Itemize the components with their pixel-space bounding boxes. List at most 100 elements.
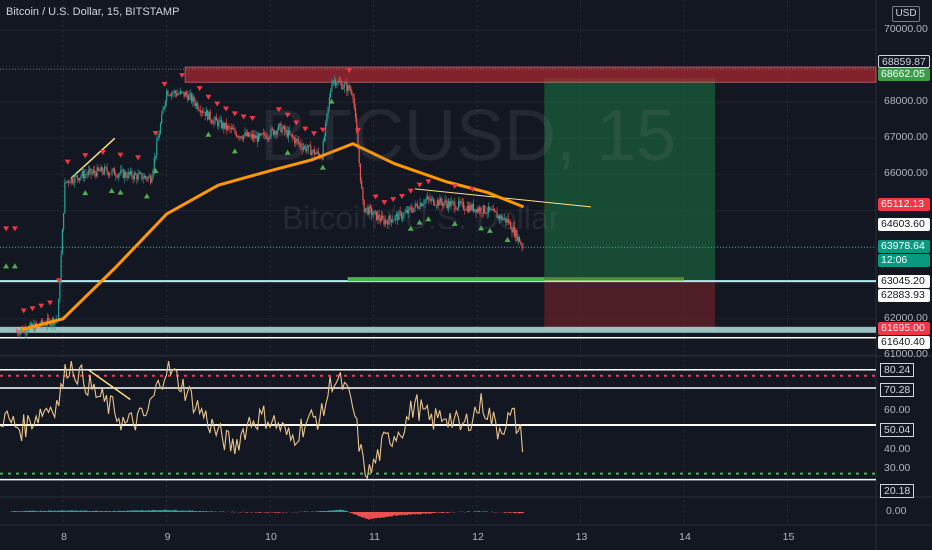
candle-body [142,178,144,180]
candle-body [111,169,113,174]
candle-body [479,207,481,212]
candle-body [79,177,81,181]
price-tag: 65112.13 [878,198,930,211]
candle-body [58,299,60,320]
candle-body [425,199,427,200]
sell-signal-marker [390,197,397,203]
candle-body [522,246,524,248]
candle-body [358,149,360,164]
candle-body [364,208,367,212]
candle-body [429,198,431,201]
candle-body [20,328,22,332]
candle-body [220,119,222,128]
candle-body [388,215,390,225]
candle-body [101,167,103,173]
candle-body [254,134,256,139]
candle-body [149,176,152,183]
candle-body [189,93,191,95]
time-axis-label: 14 [679,531,691,543]
candle-body [184,92,186,97]
candle-body [100,167,102,172]
buy-signal-marker [205,131,212,137]
candle-body [152,170,154,179]
rsi-trendline [88,369,131,401]
candle-body [185,92,188,95]
candle-body [316,151,318,154]
sell-signal-marker [398,194,405,200]
candle-body [195,103,198,106]
price-axis-tick: 67000.00 [884,131,928,144]
candle-body [379,219,381,222]
candle-body [405,210,408,213]
candle-body [203,112,205,113]
candle-body [339,81,342,83]
candle-body [413,207,415,212]
candle-body [262,133,265,135]
sell-signal-marker [293,120,300,126]
candle-body [305,146,307,152]
candle-body [198,109,200,111]
buy-signal-marker [82,190,89,196]
candle-body [502,218,504,221]
candle-body [48,318,50,320]
candle-body [161,113,163,124]
candle-body [366,207,368,209]
candle-body [346,83,348,92]
candle-body [162,109,164,114]
candle-body [239,136,241,138]
sell-signal-marker [381,200,388,206]
rsi-axis-label: 20.18 [880,484,915,498]
sell-signal-marker [99,150,106,156]
candle-body [183,91,185,97]
candle-body [359,163,362,181]
candle-body [353,98,355,108]
candle-body [176,93,178,96]
candle-body [223,122,225,129]
candle-body [199,110,201,113]
candle-body [70,178,72,184]
candle-body [177,93,179,96]
candle-body [71,178,73,183]
candle-body [423,203,425,205]
price-axis-tick: 66000.00 [884,167,928,180]
candle-body [440,198,442,203]
signal-markers [3,68,511,314]
candle-body [102,172,104,174]
buy-signal-marker [416,219,423,225]
candle-body [115,175,117,177]
candle-body [271,128,273,130]
macd-axis-label: 0.00 [886,505,907,517]
buy-signal-marker [451,220,458,226]
candle-body [214,117,216,121]
candle-body [164,101,167,107]
candle-body [412,210,414,212]
candle-body [275,131,277,135]
candle-body [246,132,249,136]
sell-signal-marker [152,131,159,137]
candle-body [486,212,488,214]
time-axis-label: 12 [472,531,484,543]
candle-body [480,207,482,214]
candle-body [518,236,521,243]
candle-body [253,134,255,139]
candle-body [144,176,147,178]
candles [15,75,524,339]
candle-body [270,128,272,137]
candle-body [451,201,453,203]
candle-body [450,201,452,207]
candle-body [331,84,333,92]
candle-body [382,215,384,219]
sell-signal-marker [346,68,353,74]
candle-body [188,94,190,101]
candle-body [456,207,458,210]
price-tag: 61695.00 [878,322,930,335]
candle-body [403,213,405,217]
candle-body [434,205,436,206]
candle-body [284,126,286,132]
price-tag: 63045.20 [878,275,930,288]
buy-signal-marker [152,168,159,174]
candle-body [500,215,502,220]
currency-button[interactable]: USD [892,6,920,22]
